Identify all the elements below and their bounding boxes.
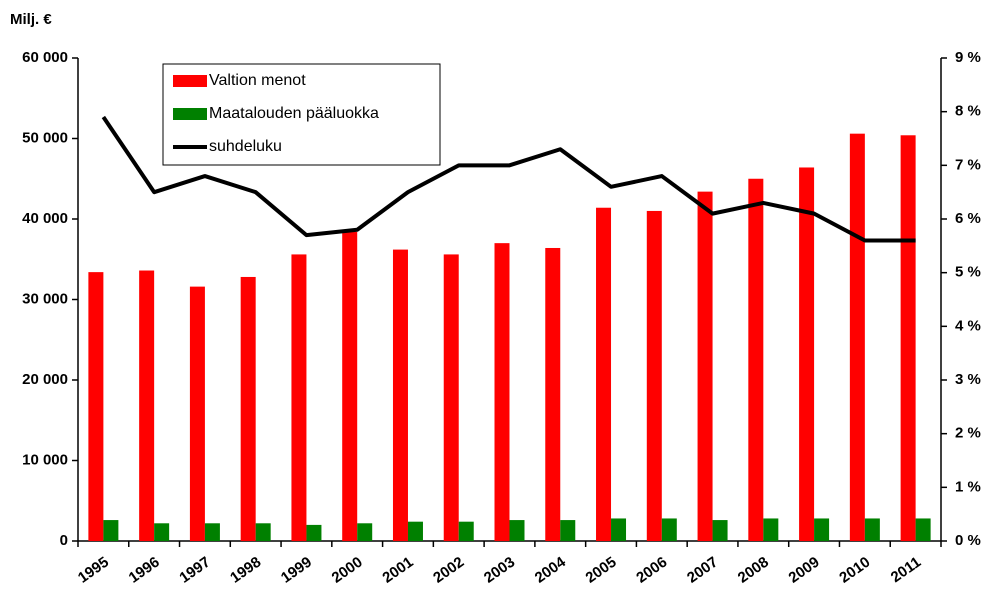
bar	[357, 523, 373, 541]
y2-tick-label: 5 %	[955, 264, 981, 281]
bar	[596, 207, 612, 542]
x-tick-label: 2011	[888, 554, 924, 587]
legend-label: Valtion menot	[209, 72, 306, 89]
bar	[712, 520, 728, 541]
x-tick-label: 2003	[481, 554, 518, 587]
bar	[799, 167, 815, 542]
bar	[458, 521, 474, 541]
bar	[661, 518, 677, 541]
y2-tick-label: 8 %	[955, 103, 981, 120]
y2-tick-label: 9 %	[955, 49, 981, 66]
y-tick-label: 20 000	[22, 371, 68, 388]
x-tick-label: 1999	[278, 554, 315, 587]
y2-tick-label: 0 %	[955, 532, 981, 549]
bar	[342, 231, 358, 541]
x-tick-label: 2008	[735, 554, 772, 587]
bar	[915, 518, 931, 541]
legend-swatch	[173, 108, 207, 120]
bar	[545, 247, 561, 542]
y2-tick-label: 1 %	[955, 478, 981, 495]
y2-tick-label: 3 %	[955, 371, 981, 388]
x-tick-label: 2004	[532, 553, 570, 586]
bar	[407, 521, 423, 541]
y2-tick-label: 2 %	[955, 425, 981, 442]
bar	[103, 520, 119, 541]
bar	[139, 270, 155, 541]
legend-label: Maatalouden pääluokka	[209, 105, 379, 122]
x-tick-label: 2000	[329, 554, 366, 587]
x-tick-label: 2007	[684, 554, 721, 587]
y-tick-label: 60 000	[22, 49, 68, 66]
bar	[900, 135, 916, 541]
bar	[646, 210, 662, 541]
x-tick-label: 2006	[633, 554, 670, 587]
y-tick-label: 40 000	[22, 210, 68, 227]
bar	[509, 520, 525, 541]
line	[101, 115, 916, 243]
bar	[306, 524, 322, 541]
bar	[748, 178, 764, 541]
bar	[204, 523, 220, 541]
x-tick-label: 2010	[836, 554, 873, 587]
x-tick-label: 2001	[379, 554, 416, 587]
y-tick-label: 30 000	[22, 290, 68, 307]
bar	[560, 520, 576, 541]
bar	[154, 523, 170, 541]
x-tick-label: 1996	[126, 554, 163, 587]
bar	[763, 518, 779, 541]
y-tick-label: 50 000	[22, 129, 68, 146]
bar	[849, 133, 865, 542]
bar	[864, 518, 880, 541]
bar	[240, 276, 256, 541]
bar	[697, 191, 713, 541]
bar	[611, 518, 627, 541]
bar	[291, 254, 307, 542]
legend-swatch	[173, 75, 207, 87]
bar	[392, 249, 408, 541]
x-tick-label: 2005	[583, 554, 620, 587]
x-tick-label: 2002	[430, 554, 467, 587]
x-tick-label: 1995	[75, 554, 112, 587]
y2-tick-label: 6 %	[955, 210, 981, 227]
y-tick-label: 10 000	[22, 451, 68, 468]
legend-box	[162, 63, 441, 166]
bar	[494, 243, 510, 541]
x-tick-label: 1998	[227, 554, 264, 587]
y-axis-label: Milj. €	[10, 11, 52, 28]
bar	[814, 518, 830, 541]
bar	[443, 254, 459, 542]
bar	[88, 272, 104, 541]
bar	[255, 523, 271, 541]
legend-label: suhdeluku	[209, 138, 282, 155]
bar	[189, 286, 205, 541]
x-tick-label: 1997	[176, 554, 213, 587]
y2-tick-label: 4 %	[955, 317, 981, 334]
x-tick-label: 2009	[786, 554, 823, 587]
y-tick-label: 0	[60, 532, 68, 549]
y2-tick-label: 7 %	[955, 156, 981, 173]
